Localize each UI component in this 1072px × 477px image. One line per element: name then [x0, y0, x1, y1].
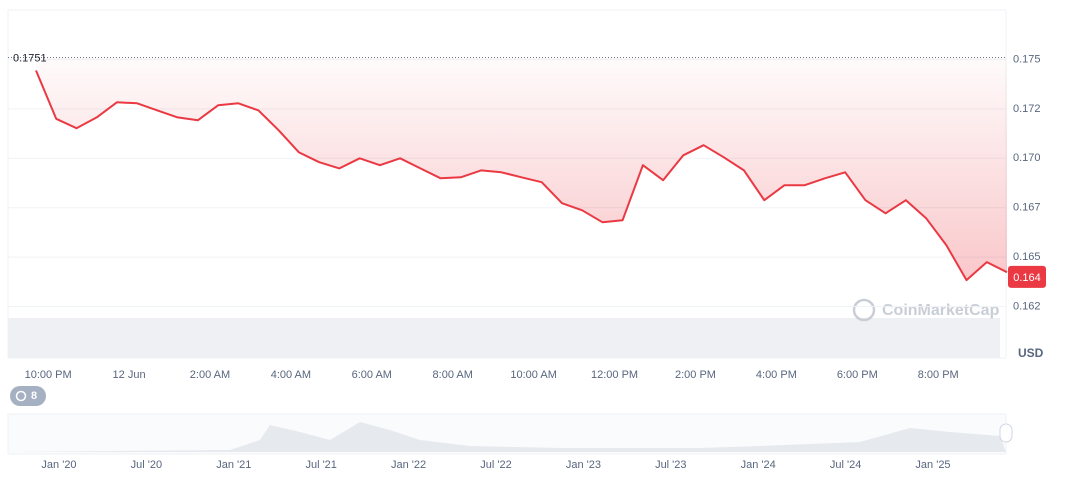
last-price-label: 0.164 — [1013, 272, 1041, 284]
open-price-label: 0.1751 — [13, 52, 47, 64]
navigator-label: Jan '24 — [741, 459, 776, 471]
navigator-label: Jan '20 — [41, 459, 76, 471]
navigator-label: Jul '20 — [131, 459, 162, 471]
y-tick-label: 0.175 — [1013, 53, 1041, 65]
watermark: CoinMarketCap — [852, 298, 1000, 322]
navigator-label: Jan '23 — [566, 459, 601, 471]
y-tick-label: 0.165 — [1013, 251, 1041, 263]
navigator-handle[interactable] — [999, 423, 1013, 443]
x-tick-label: 6:00 PM — [837, 369, 878, 381]
navigator-label: Jan '25 — [915, 459, 950, 471]
y-tick-label: 0.167 — [1013, 202, 1041, 214]
navigator-label: Jan '22 — [391, 459, 426, 471]
last-price-badge — [1008, 265, 1046, 288]
x-tick-label: 4:00 AM — [271, 369, 311, 381]
watermark-text: CoinMarketCap — [882, 302, 1000, 319]
navigator-label: Jul '23 — [655, 459, 686, 471]
y-tick-label: 0.170 — [1013, 152, 1041, 164]
y-unit: USD — [1018, 346, 1044, 360]
history-icon — [15, 390, 27, 402]
x-tick-label: 12:00 PM — [591, 369, 638, 381]
x-tick-label: 2:00 PM — [675, 369, 716, 381]
navigator-label: Jul '22 — [480, 459, 511, 471]
y-tick-label: 0.172 — [1013, 103, 1041, 115]
navigator-sparkline — [8, 422, 1006, 452]
x-tick-label: 6:00 AM — [352, 369, 392, 381]
price-line — [35, 70, 1008, 282]
history-badge[interactable] — [10, 386, 46, 406]
navigator-label: Jan '21 — [216, 459, 251, 471]
x-tick-label: 2:00 AM — [190, 369, 230, 381]
navigator-label: Jul '24 — [830, 459, 861, 471]
y-tick-label: 0.162 — [1013, 300, 1041, 312]
navigator-label: Jul '21 — [305, 459, 336, 471]
x-tick-label: 12 Jun — [113, 369, 146, 381]
area-fill — [36, 57, 1007, 281]
x-tick-label: 8:00 PM — [918, 369, 959, 381]
history-badge-count: 8 — [31, 390, 37, 402]
x-tick-label: 8:00 AM — [433, 369, 473, 381]
volume-band — [8, 318, 1000, 358]
x-tick-label: 4:00 PM — [756, 369, 797, 381]
x-tick-label: 10:00 AM — [510, 369, 556, 381]
x-tick-label: 10:00 PM — [25, 369, 72, 381]
